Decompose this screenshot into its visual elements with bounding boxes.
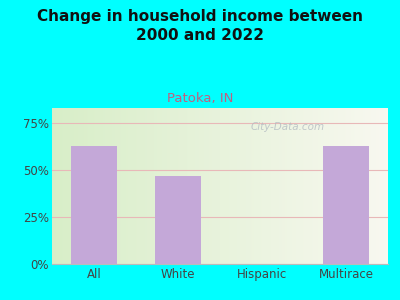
Text: City-Data.com: City-Data.com xyxy=(250,122,324,132)
Bar xyxy=(323,146,369,264)
Bar xyxy=(155,176,201,264)
Bar xyxy=(71,146,117,264)
Text: Change in household income between
2000 and 2022: Change in household income between 2000 … xyxy=(37,9,363,43)
Text: Patoka, IN: Patoka, IN xyxy=(167,92,233,104)
